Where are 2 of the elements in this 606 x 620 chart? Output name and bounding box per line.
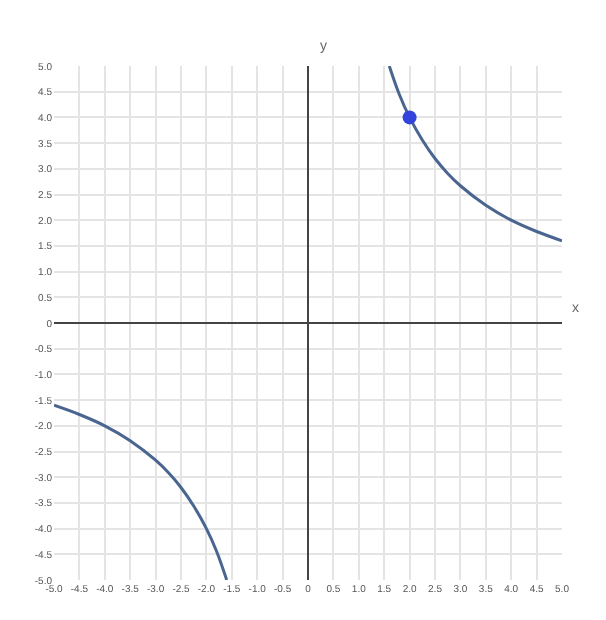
line-series — [387, 66, 562, 243]
line-series — [54, 403, 229, 580]
